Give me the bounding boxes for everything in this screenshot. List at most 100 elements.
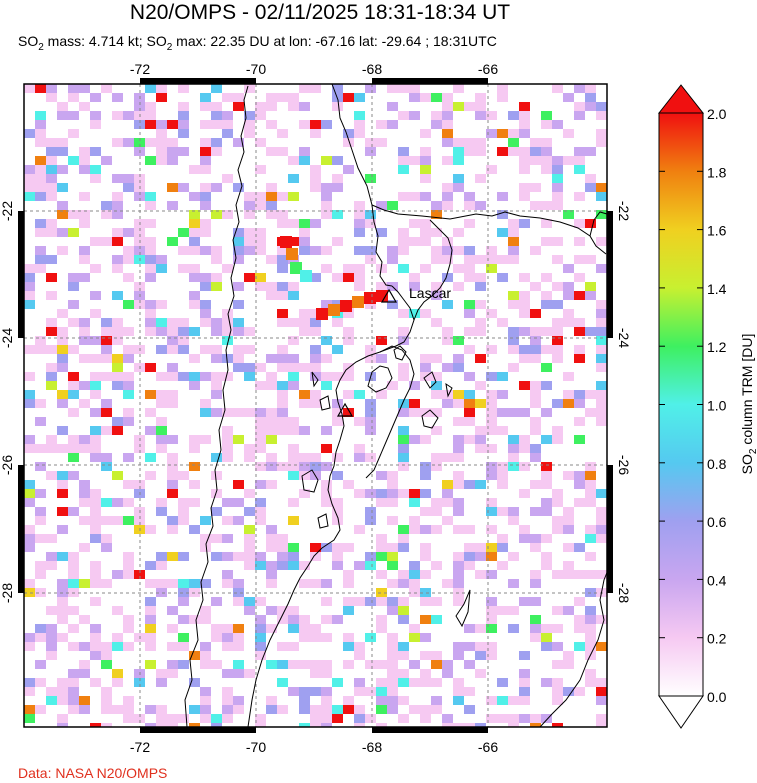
so2-pixel	[233, 228, 244, 237]
so2-pixel	[277, 147, 288, 156]
so2-pixel	[211, 552, 222, 561]
so2-pixel	[420, 156, 431, 165]
so2-pixel	[332, 408, 343, 417]
so2-pixel	[68, 210, 79, 219]
so2-pixel	[508, 300, 519, 309]
so2-pixel	[365, 687, 376, 696]
so2-pixel	[233, 246, 244, 255]
so2-pixel	[222, 669, 233, 678]
so2-pixel	[596, 363, 607, 372]
so2-pixel	[398, 606, 409, 615]
so2-pixel	[387, 543, 398, 552]
so2-pixel	[156, 417, 167, 426]
so2-pixel	[255, 381, 266, 390]
so2-pixel	[101, 534, 112, 543]
salt-flats	[301, 345, 471, 628]
so2-pixel	[475, 381, 486, 390]
so2-pixel	[68, 390, 79, 399]
so2-pixel	[596, 300, 607, 309]
so2-pixel	[222, 624, 233, 633]
so2-pixel	[145, 138, 156, 147]
so2-pixel	[35, 129, 46, 138]
so2-pixel	[233, 300, 244, 309]
so2-pixel	[387, 696, 398, 705]
so2-pixel	[519, 687, 530, 696]
so2-pixel	[519, 120, 530, 129]
so2-pixel	[222, 696, 233, 705]
so2-pixel	[354, 273, 365, 282]
so2-pixel	[35, 138, 46, 147]
so2-pixel	[299, 723, 310, 727]
so2-pixel	[431, 291, 442, 300]
so2-pixel	[486, 606, 497, 615]
so2-pixel	[244, 84, 255, 93]
so2-pixel	[134, 246, 145, 255]
so2-pixel	[35, 192, 46, 201]
so2-pixel	[288, 516, 299, 525]
so2-pixel	[299, 102, 310, 111]
so2-pixel	[508, 336, 519, 345]
so2-pixel	[200, 696, 211, 705]
so2-pixel	[442, 156, 453, 165]
so2-pixel	[145, 120, 156, 129]
so2-pixel	[574, 390, 585, 399]
so2-pixel	[189, 264, 200, 273]
so2-pixel	[596, 129, 607, 138]
so2-pixel	[90, 264, 101, 273]
so2-pixel	[541, 534, 552, 543]
so2-pixel	[57, 228, 68, 237]
so2-pixel	[255, 714, 266, 723]
so2-pixel	[343, 705, 354, 714]
so2-pixel	[552, 426, 563, 435]
so2-pixel	[233, 624, 244, 633]
so2-pixel	[541, 642, 552, 651]
so2-pixel	[112, 210, 123, 219]
so2-pixel	[35, 561, 46, 570]
so2-pixel	[508, 408, 519, 417]
so2-pixel	[574, 273, 585, 282]
so2-pixel	[222, 579, 233, 588]
so2-pixel	[222, 687, 233, 696]
so2-pixel	[101, 84, 112, 93]
so2-pixel	[145, 102, 156, 111]
so2-pixel	[442, 246, 453, 255]
so2-pixel	[46, 174, 57, 183]
so2-pixel	[57, 552, 68, 561]
so2-pixel	[332, 714, 343, 723]
so2-pixel	[255, 363, 266, 372]
so2-pixel	[101, 642, 112, 651]
so2-pixel	[387, 651, 398, 660]
so2-pixel	[156, 138, 167, 147]
so2-pixel	[244, 507, 255, 516]
so2-pixel	[453, 156, 464, 165]
so2-pixel	[332, 183, 343, 192]
so2-pixel	[266, 210, 277, 219]
so2-pixel	[332, 345, 343, 354]
so2-pixel	[552, 723, 563, 727]
so2-pixel	[343, 660, 354, 669]
so2-pixel	[596, 210, 607, 219]
so2-pixel	[519, 300, 530, 309]
so2-pixel	[57, 723, 68, 727]
lon-tick-top: -66	[478, 61, 498, 77]
so2-pixel	[90, 336, 101, 345]
so2-pixel	[530, 138, 541, 147]
so2-pixel	[552, 192, 563, 201]
so2-pixel	[310, 165, 321, 174]
so2-pixel	[398, 615, 409, 624]
so2-pixel	[266, 201, 277, 210]
lat-tick-left: -24	[0, 328, 15, 348]
so2-pixel	[563, 309, 574, 318]
so2-pixel	[574, 147, 585, 156]
so2-pixel	[310, 399, 321, 408]
so2-pixel	[530, 282, 541, 291]
so2-pixel	[453, 453, 464, 462]
so2-pixel	[541, 156, 552, 165]
so2-pixel	[552, 201, 563, 210]
so2-pixel	[222, 498, 233, 507]
so2-pixel	[464, 705, 475, 714]
so2-pixel	[552, 300, 563, 309]
so2-pixel	[563, 282, 574, 291]
so2-pixel	[222, 93, 233, 102]
so2-pixel	[35, 462, 46, 471]
